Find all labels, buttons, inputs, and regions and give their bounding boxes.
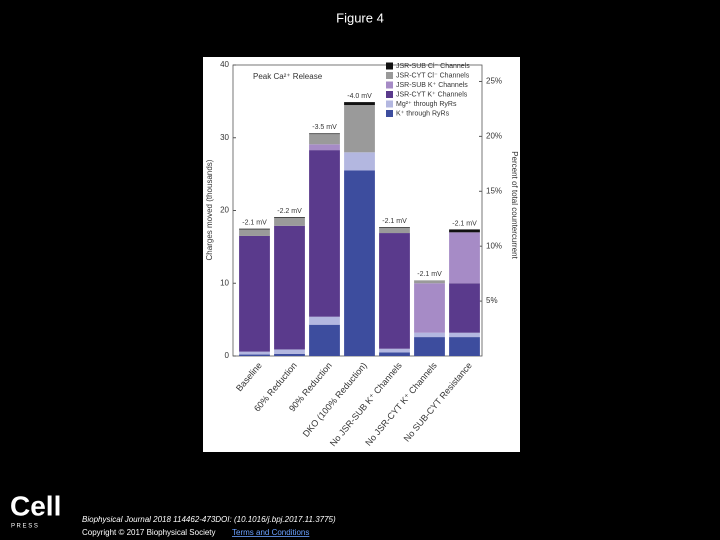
bar-segment (344, 105, 375, 153)
y2-tick-label: 25% (486, 77, 502, 86)
bar-segment (309, 134, 340, 145)
legend-swatch (386, 91, 393, 98)
legend-swatch (386, 81, 393, 89)
bar-segment (344, 170, 375, 356)
bar-segment (344, 152, 375, 171)
y-tick-label: 30 (220, 133, 229, 142)
bar-segment (239, 235, 270, 352)
bar-segment (274, 217, 305, 226)
bar-segment (239, 354, 270, 356)
y-tick-label: 10 (220, 278, 229, 287)
y-tick-label: 0 (225, 351, 230, 360)
legend-swatch (386, 110, 393, 117)
bar-annotation: -2.1 mV (242, 220, 267, 227)
y2-tick-label: 20% (486, 131, 502, 140)
y-axis-label: Charges moved (thousands) (205, 159, 214, 260)
bar-segment (274, 217, 305, 218)
bar-segment (239, 351, 270, 355)
bar-segment (414, 332, 445, 338)
bar-segment (274, 225, 305, 350)
logo-sub: P R E S S (11, 524, 38, 530)
bar-segment (449, 229, 480, 233)
bar-segment (274, 353, 305, 356)
bar-segment (239, 228, 270, 230)
y2-tick-label: 15% (486, 186, 502, 195)
legend-swatch (386, 72, 393, 79)
y2-tick-label: 5% (486, 296, 498, 305)
legend-label: Mg²⁺ through RyRs (396, 101, 457, 108)
legend-label: JSR-SUB K⁺ Channels (396, 82, 468, 89)
bar-segment (449, 337, 480, 356)
y2-axis-label: Percent of total countercurrent (510, 151, 519, 259)
bar-segment (449, 332, 480, 338)
bar-segment (274, 349, 305, 354)
legend-label: K⁺ through RyRs (396, 110, 450, 117)
bar-segment (379, 227, 410, 234)
bar-segment (414, 337, 445, 356)
bar-segment (239, 229, 270, 236)
bar-segment (309, 133, 340, 135)
legend-swatch (386, 100, 393, 108)
bar-annotation: -3.5 mV (312, 124, 337, 131)
bar-segment (309, 144, 340, 151)
y-tick-label: 20 (220, 206, 229, 215)
bar-segment (344, 102, 375, 106)
y-tick-label: 40 (220, 60, 229, 69)
slide-title: Figure 4 (336, 10, 384, 25)
bar-annotation: -2.2 mV (277, 208, 302, 215)
y2-tick-label: 10% (486, 241, 502, 250)
bar-segment (379, 352, 410, 356)
bar-segment (379, 348, 410, 353)
bar-segment (449, 283, 480, 333)
terms-link[interactable]: Terms and Conditions (232, 528, 309, 537)
bar-annotation: -2.1 mV (452, 220, 477, 227)
bar-segment (449, 232, 480, 284)
citation: Biophysical Journal 2018 114462-473DOI: … (82, 515, 336, 524)
bar-annotation: -2.1 mV (417, 271, 442, 278)
legend-label: JSR-CYT K⁺ Channels (396, 91, 468, 98)
legend-label: JSR-CYT Cl⁻ Channels (396, 72, 470, 79)
bar-segment (379, 227, 410, 228)
logo: Cell (10, 490, 61, 521)
bar-segment (309, 316, 340, 325)
bar-annotation: -4.0 mV (347, 93, 372, 100)
bar-segment (379, 233, 410, 349)
bar-segment (414, 280, 445, 284)
copyright: Copyright © 2017 Biophysical Society (82, 528, 216, 537)
bar-segment (309, 324, 340, 356)
bar-segment (309, 150, 340, 317)
bar-segment (414, 283, 445, 333)
bar-annotation: -2.1 mV (382, 218, 407, 225)
chart-title: Peak Ca²⁺ Release (253, 72, 323, 81)
legend-label: JSR-SUB Cl⁻ Channels (396, 63, 470, 70)
legend-swatch (386, 62, 393, 70)
